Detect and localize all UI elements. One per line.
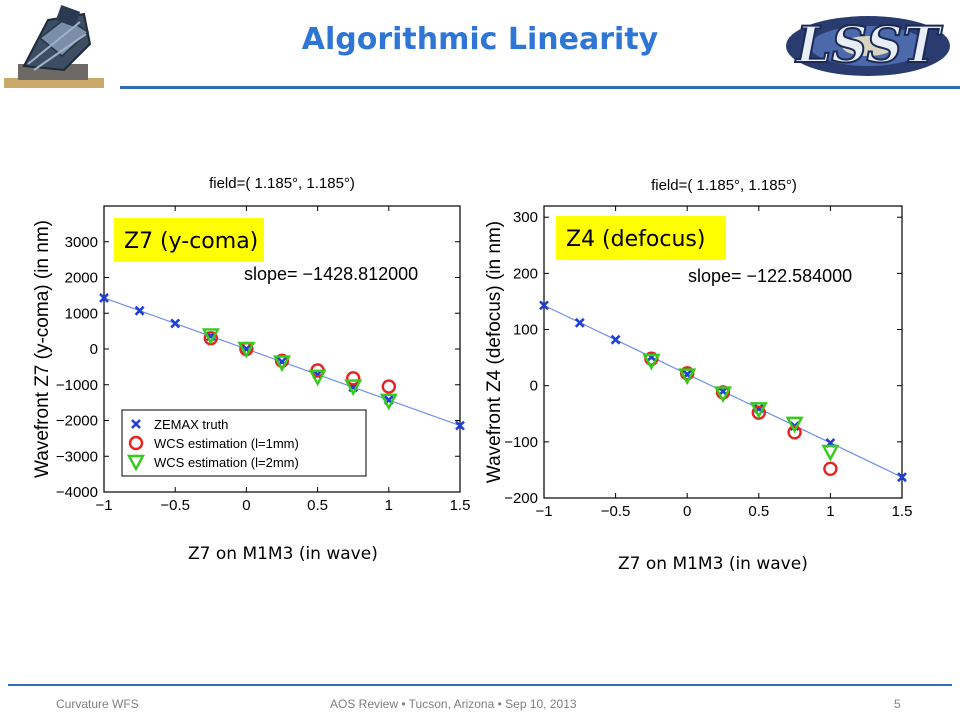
marker-zemax-truth <box>170 318 181 329</box>
label-box-text: Z4 (defocus) <box>566 227 705 252</box>
marker-wcs-2mm <box>749 402 768 419</box>
label-box <box>114 218 264 262</box>
x-tick-label: −0.5 <box>601 503 631 520</box>
marker-wcs-2mm <box>379 393 398 411</box>
y-tick-label: 0 <box>530 378 538 395</box>
marker-wcs-1mm <box>346 371 361 386</box>
x-tick-label: −1 <box>535 503 552 520</box>
chart-z4-panel: field=( 1.185°, 1.185°) −1 −0.5 0 0.5 1 1.5 −20… <box>480 168 920 528</box>
footer-rule <box>8 684 952 686</box>
marker-wcs-1mm <box>823 461 838 476</box>
marker-wcs-2mm <box>785 416 804 434</box>
y-tick-label: −100 <box>504 434 538 451</box>
marker-zemax-truth <box>610 334 621 345</box>
legend-entry: WCS estimation (l=1mm) <box>154 436 299 451</box>
header-rule <box>120 86 960 89</box>
y-tick-label: 3000 <box>65 234 98 251</box>
x-tick-label: −0.5 <box>160 497 190 514</box>
y-tick-label: 1000 <box>65 305 98 322</box>
label-box-text: Z7 (y-coma) <box>124 229 258 254</box>
marker-wcs-2mm <box>678 368 697 386</box>
x-tick-label: −1 <box>95 497 112 514</box>
marker-zemax-truth <box>574 317 585 328</box>
marker-wcs-2mm <box>237 341 256 359</box>
footer-center: AOS Review • Tucson, Arizona • Sep 10, 2… <box>330 697 577 711</box>
caption-left: Z7 on M1M3 (in wave) <box>188 544 378 564</box>
y-tick-label: −1000 <box>56 377 98 394</box>
marker-wcs-2mm <box>201 328 220 345</box>
y-tick-label: 300 <box>513 209 538 226</box>
marker-zemax-truth <box>99 292 109 303</box>
slide-title: Algorithmic Linearity <box>301 22 659 57</box>
marker-wcs-1mm <box>787 425 802 440</box>
label-box <box>556 216 726 260</box>
x-tick-label: 0.5 <box>307 497 328 514</box>
page-number: 5 <box>894 697 901 711</box>
marker-wcs-2mm <box>272 355 292 373</box>
x-tick-label: 1 <box>385 497 393 514</box>
y-axis-label: Wavefront Z7 (y-coma) (in nm) <box>32 220 53 478</box>
chart-z4: field=( 1.185°, 1.185°) −1 −0.5 0 0.5 1 1.5 −20… <box>484 177 913 520</box>
slope-text: slope= −122.584000 <box>688 266 852 286</box>
chart-z7: field=( 1.185°, 1.185°) −1 −0.5 0 0.5 1 1.5 −40… <box>32 175 471 514</box>
lsst-wordmark: LSST <box>794 15 943 74</box>
telescope-logo <box>4 4 104 96</box>
footer-left: Curvature WFS <box>56 697 139 711</box>
lsst-logo: LSST <box>776 6 956 86</box>
x-tick-label: 1 <box>826 503 834 520</box>
y-tick-label: 2000 <box>65 270 98 287</box>
x-tick-label: 1.5 <box>450 497 471 514</box>
y-tick-label: −200 <box>504 490 538 507</box>
marker-wcs-2mm <box>308 369 327 387</box>
marker-zemax-truth <box>897 472 907 483</box>
y-axis-label: Wavefront Z4 (defocus) (in nm) <box>484 221 505 483</box>
y-tick-label: 200 <box>513 265 538 282</box>
chart-title: field=( 1.185°, 1.185°) <box>651 177 797 194</box>
marker-zemax-truth <box>539 300 549 311</box>
marker-wcs-2mm <box>821 444 840 462</box>
chart-title: field=( 1.185°, 1.185°) <box>209 175 355 192</box>
x-tick-label: 0.5 <box>748 503 769 520</box>
chart-z7-panel: field=( 1.185°, 1.185°) −1 −0.5 0 0.5 1 1.5 −40… <box>32 168 474 528</box>
marker-zemax-truth <box>134 305 145 316</box>
legend-entry: ZEMAX truth <box>154 417 228 432</box>
x-tick-label: 0 <box>242 497 250 514</box>
marker-wcs-2mm <box>642 353 661 371</box>
y-tick-label: 100 <box>513 322 538 339</box>
y-tick-label: −3000 <box>56 448 98 465</box>
marker-wcs-1mm <box>381 379 396 394</box>
y-tick-label: 0 <box>90 341 98 358</box>
marker-wcs-2mm <box>713 386 733 404</box>
x-tick-label: 1.5 <box>892 503 913 520</box>
y-tick-label: −2000 <box>56 413 98 430</box>
legend: ZEMAX truth WCS estimation (l=1mm) WCS est… <box>121 409 367 477</box>
x-tick-label: 0 <box>683 503 691 520</box>
slope-text: slope= −1428.812000 <box>244 264 418 284</box>
caption-right: Z7 on M1M3 (in wave) <box>618 554 808 574</box>
marker-zemax-truth <box>455 420 465 431</box>
y-tick-label: −4000 <box>56 484 98 501</box>
marker-wcs-2mm <box>344 379 363 397</box>
legend-entry: WCS estimation (l=2mm) <box>154 455 299 470</box>
